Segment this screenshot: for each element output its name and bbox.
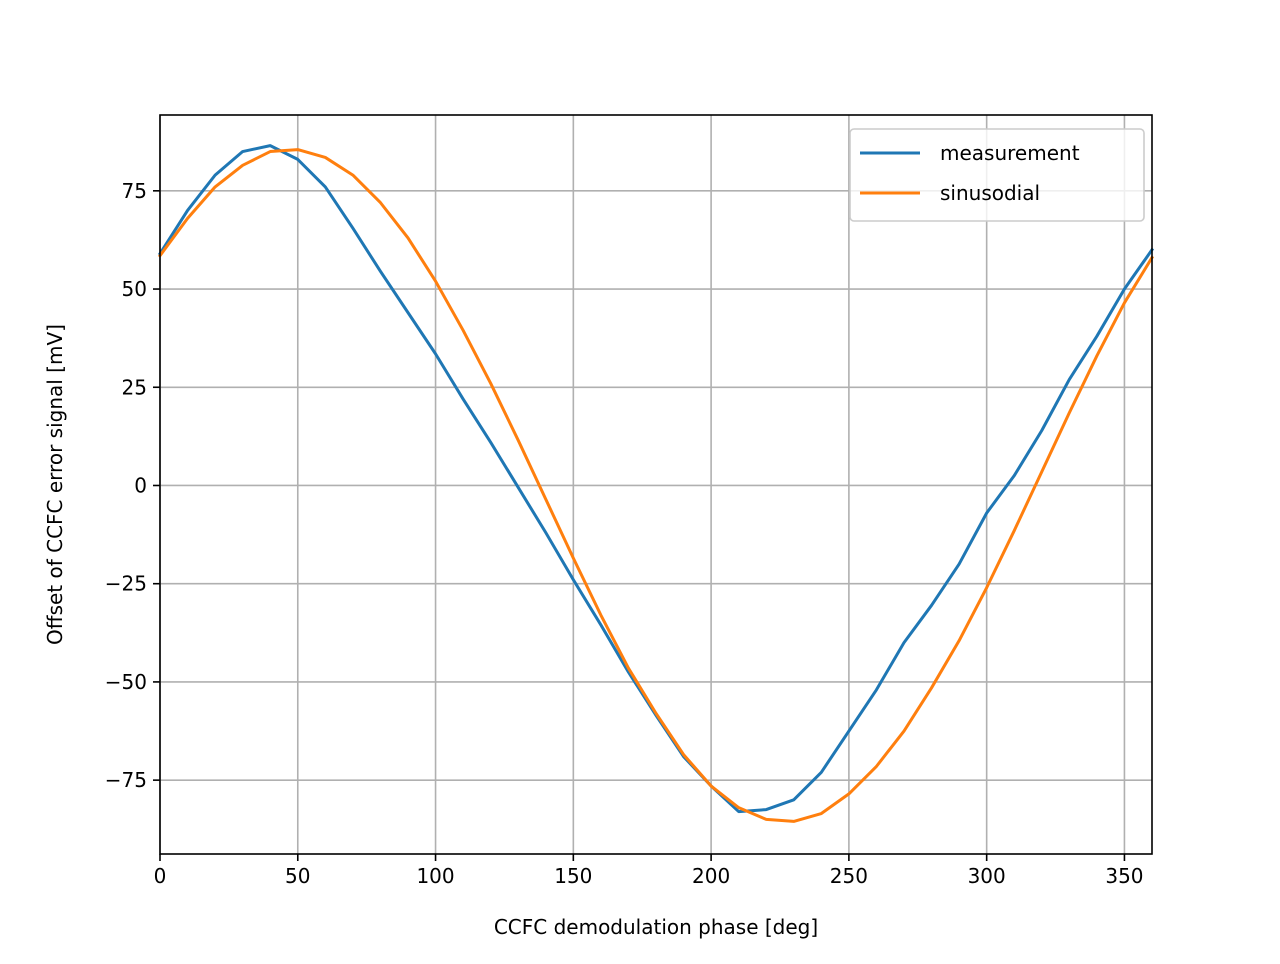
series-line-sinusodial [157, 148, 1155, 823]
x-axis-label: CCFC demodulation phase [deg] [494, 915, 818, 939]
legend: measurement sinusodial [849, 128, 1145, 222]
x-tick-label: 0 [154, 864, 167, 888]
axis-ticks: 0 50 100 150 200 250 300 350 −75 −50 −25 0 25 50 75 [105, 179, 1144, 888]
x-tick-label: 350 [1105, 864, 1143, 888]
y-tick-label: 25 [122, 375, 147, 399]
legend-box [849, 128, 1145, 222]
x-tick-label: 150 [554, 864, 592, 888]
y-tick-label: −25 [105, 572, 147, 596]
y-tick-label: −75 [105, 768, 147, 792]
x-tick-label: 300 [968, 864, 1006, 888]
x-tick-label: 100 [416, 864, 454, 888]
legend-label-measurement: measurement [940, 141, 1080, 165]
x-tick-label: 50 [285, 864, 310, 888]
y-tick-label: −50 [105, 670, 147, 694]
y-tick-label: 0 [134, 473, 147, 497]
plot-lines [157, 144, 1155, 823]
plot-frame [159, 114, 1153, 855]
y-tick-label: 75 [122, 179, 147, 203]
x-tick-label: 250 [830, 864, 868, 888]
legend-label-sinusodial: sinusodial [940, 181, 1040, 205]
x-tick-label: 200 [692, 864, 730, 888]
grid [159, 115, 1152, 854]
y-tick-label: 50 [122, 277, 147, 301]
y-axis-label: Offset of CCFC error signal [mV] [43, 324, 67, 645]
